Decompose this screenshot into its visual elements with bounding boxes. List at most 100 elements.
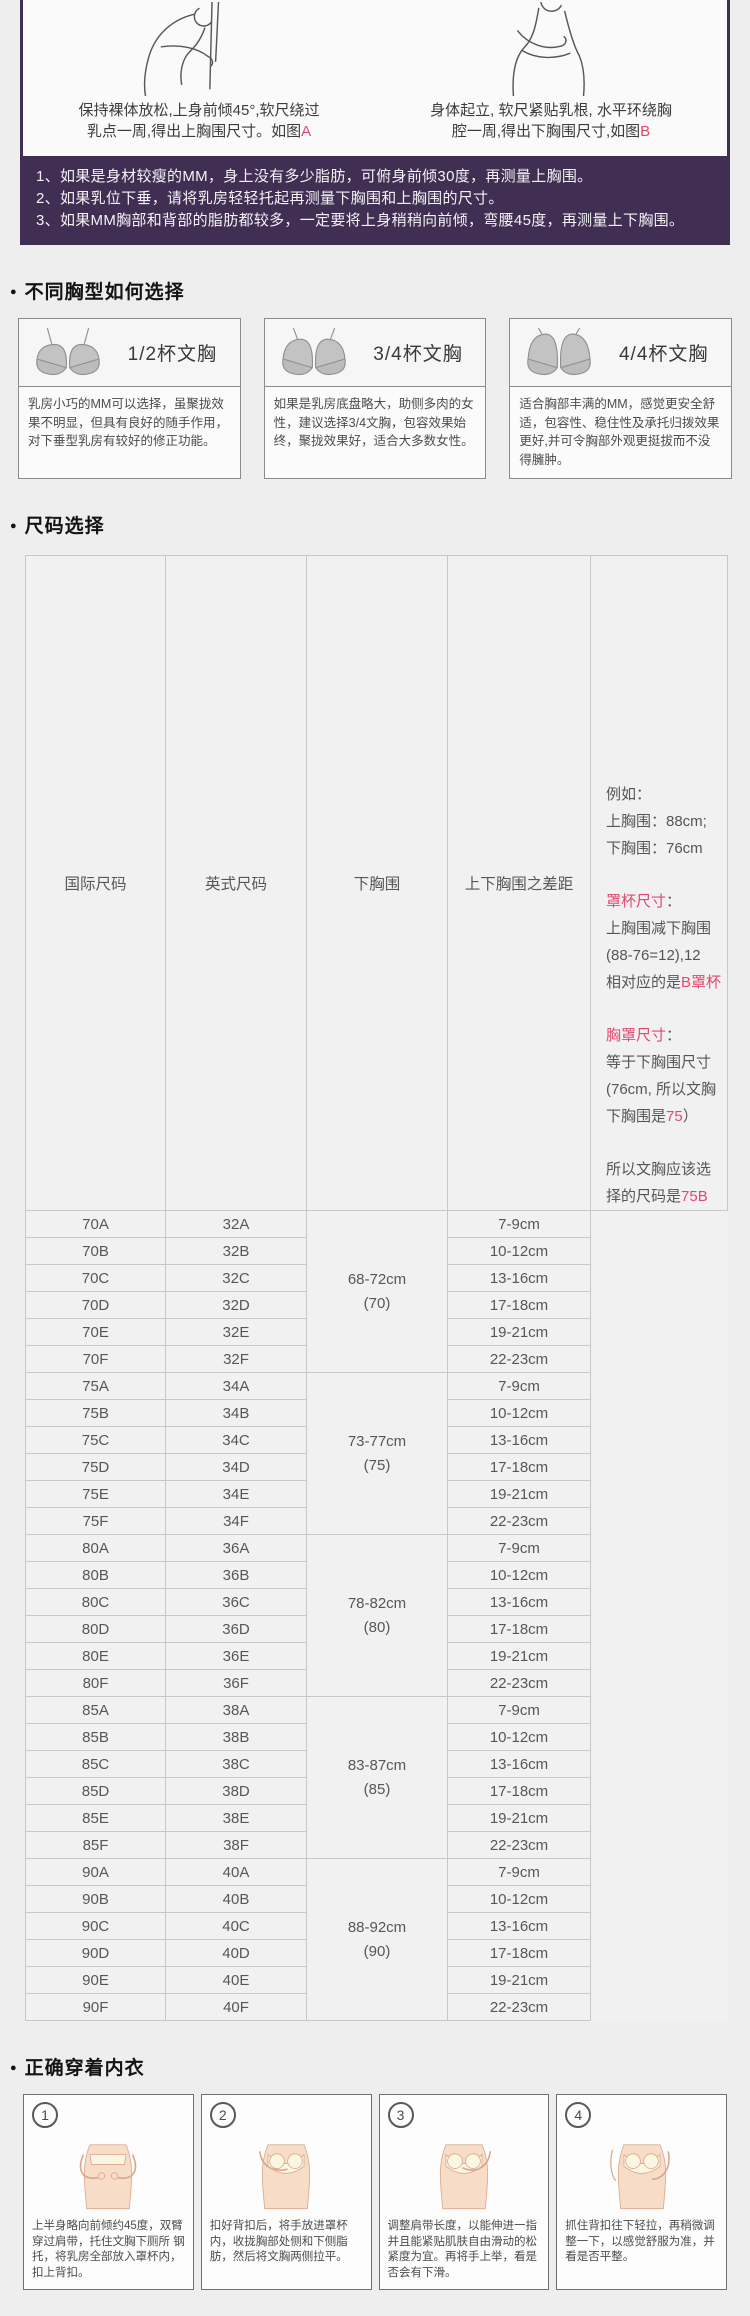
uk-size-cell: 32E — [165, 1318, 307, 1346]
wear-step1-figure — [80, 2144, 137, 2210]
intl-size-cell: 90D — [25, 1939, 166, 1967]
bust-diff-cell: 17-18cm — [447, 1939, 591, 1967]
intl-size-cell: 80F — [25, 1669, 166, 1697]
bust-diff-cell: 7-9cm — [447, 1858, 591, 1886]
size-table-row: 85B 38B 10-12cm — [25, 1723, 728, 1751]
cup-card-label: 1/2杯文胸 — [127, 344, 218, 365]
bust-diff-cell: 17-18cm — [447, 1291, 591, 1319]
uk-size-cell: 36C — [165, 1588, 307, 1616]
intl-size-cell: 90A — [25, 1858, 166, 1886]
uk-size-cell: 38C — [165, 1750, 307, 1778]
note-line: 上胸围：88cm; — [606, 813, 707, 830]
measure-caption-a: 保持裸体放松,上身前倾45°,软尺绕过 乳点一周,得出上胸围尺寸。如图A — [78, 102, 320, 140]
size-table-row: 80B 36B 10-12cm — [25, 1561, 728, 1589]
measure-under-bust-figure — [512, 2, 585, 96]
cup-card-description: 如果是乳房底盘略大，助侧多肉的女性，建议选择3/4文胸，包容效果始终，聚拢效果好… — [273, 397, 474, 448]
step-caption: 扣好背扣后，将手放进罩杯内，收拢胸部处侧和下侧脂肪，然后将文胸两侧拉平。 — [209, 2220, 348, 2263]
bust-diff-cell: 10-12cm — [447, 1723, 591, 1751]
cup-card-label: 3/4杯文胸 — [373, 344, 463, 365]
notice-line: 3、如果MM胸部和背部的脂肪都较多，一定要将上身稍稍向前倾，弯腰45度，再测量上… — [36, 212, 685, 229]
intl-size-cell: 80A — [25, 1534, 166, 1562]
step-number-badge: 3 — [387, 2102, 414, 2128]
size-table-row: 75C 34C 13-16cm — [25, 1426, 728, 1454]
uk-size-cell: 34D — [165, 1453, 307, 1481]
note-line: 胸罩尺寸： — [606, 1027, 682, 1044]
size-example-note: 例如： 上胸围：88cm; 下胸围：76cm 罩杯尺寸： 上胸围减下胸围 (88-76=1… — [590, 555, 728, 1211]
figure-ref-a: A — [301, 123, 312, 140]
size-table-row: 70E 32E 19-21cm — [25, 1318, 728, 1346]
cup-card-2: 3/4杯文胸如果是乳房底盘略大，助侧多肉的女性，建议选择3/4文胸，包容效果始终… — [263, 318, 487, 479]
note-line: 择的尺码是75B — [606, 1188, 708, 1205]
note-line: 等于下胸围尺寸 — [606, 1054, 712, 1071]
size-table-row: 70A 32A 68-72cm (70) 7-9cm — [25, 1210, 728, 1373]
uk-size-cell: 40F — [165, 1993, 307, 2021]
uk-size-cell: 40A — [165, 1858, 307, 1886]
bust-diff-cell: 19-21cm — [447, 1966, 591, 1994]
step-illustration — [565, 2130, 718, 2212]
bust-diff-cell: 13-16cm — [447, 1588, 591, 1616]
step-number-badge: 1 — [32, 2102, 58, 2128]
wear-step-3: 3 调整肩带长度，以能伸进一指并且能紧贴肌肤自由滑动的松紧度为宜。再将手上举，看是… — [378, 2094, 550, 2290]
intl-size-cell: 80D — [25, 1615, 166, 1643]
step-caption: 调整肩带长度，以能伸进一指并且能紧贴肌肤自由滑动的松紧度为宜。再将手上举，看是否… — [387, 2220, 538, 2279]
intl-size-cell: 70C — [25, 1264, 166, 1292]
uk-size-cell: 32B — [165, 1237, 307, 1265]
measuring-instructions-card: 保持裸体放松,上身前倾45°,软尺绕过 乳点一周,得出上胸围尺寸。如图A 身体起立,… — [20, 0, 730, 156]
intl-size-cell: 75E — [25, 1480, 166, 1508]
uk-size-cell: 34A — [165, 1372, 307, 1400]
table-header-cell: 上下胸围之差距 — [447, 555, 591, 1211]
cup-card-description: 乳房小巧的MM可以选择，虽聚拢效果不明显，但具有良好的随手作用，对下垂型乳房有较… — [28, 397, 229, 448]
measure-upper-bust-figure — [143, 2, 220, 96]
table-header-cell: 国际尺码 — [25, 555, 166, 1211]
bullet-icon: ● — [10, 286, 18, 298]
intl-size-cell: 70B — [25, 1237, 166, 1265]
uk-size-cell: 40B — [165, 1885, 307, 1913]
bust-diff-cell: 19-21cm — [447, 1804, 591, 1832]
measure-caption-b: 身体起立, 软尺紧贴乳根, 水平环绕胸 腔一周,得出下胸围尺寸,如图B — [430, 102, 672, 140]
uk-size-cell: 36D — [165, 1615, 307, 1643]
intl-size-cell: 85A — [25, 1696, 166, 1724]
intl-size-cell: 75B — [25, 1399, 166, 1427]
note-line: 相对应的是B罩杯 — [606, 974, 722, 991]
intl-size-cell: 85B — [25, 1723, 166, 1751]
step-number-badge: 2 — [209, 2102, 236, 2128]
intl-size-cell: 80E — [25, 1642, 166, 1670]
full-cup-bra-icon — [527, 327, 592, 375]
section-title-wearing: ● 正确穿着内衣 — [10, 2053, 740, 2080]
size-table-row: 75F 34F 22-23cm — [25, 1507, 728, 1535]
bust-diff-cell: 7-9cm — [447, 1210, 591, 1238]
bust-diff-cell: 13-16cm — [447, 1750, 591, 1778]
bust-diff-cell: 22-23cm — [447, 1993, 591, 2021]
underbust-band-cell: 73-77cm (75) — [306, 1372, 448, 1535]
cup-types-title: 不同胸型如何选择 — [24, 282, 185, 303]
uk-size-cell: 32A — [165, 1210, 307, 1238]
size-table-row: 80F 36F 22-23cm — [25, 1669, 728, 1697]
step-caption: 上半身略向前倾约45度，双臂穿过肩带，托住文胸下厕所 钢托，将乳房全部放入罩杯内… — [32, 2220, 185, 2279]
table-header-cell: 下胸围 — [306, 555, 448, 1211]
measure-figure-a: 保持裸体放松,上身前倾45°,软尺绕过 乳点一周,得出上胸围尺寸。如图A — [23, 2, 375, 156]
bust-diff-cell: 13-16cm — [447, 1426, 591, 1454]
size-chart-table: 国际尺码 英式尺码 下胸围 上下胸围之差距 例如： 上胸围：88cm; 下胸围：76cm 罩杯… — [25, 555, 728, 2021]
cup-card-1: 1/2杯文胸乳房小巧的MM可以选择，虽聚拢效果不明显，但具有良好的随手作用，对下… — [18, 318, 241, 479]
uk-size-cell: 32C — [165, 1264, 307, 1292]
bust-diff-cell: 17-18cm — [447, 1615, 591, 1643]
wear-step2-figure — [259, 2144, 311, 2210]
uk-size-cell: 38F — [165, 1831, 307, 1859]
uk-size-cell: 34F — [165, 1507, 307, 1535]
notice-line: 1、如果是身材较瘦的MM，身上没有多少脂肪，可俯身前倾30度，再测量上胸围。 — [36, 168, 593, 185]
intl-size-cell: 70D — [25, 1291, 166, 1319]
uk-size-cell: 38E — [165, 1804, 307, 1832]
bust-diff-cell: 10-12cm — [447, 1885, 591, 1913]
note-line: 罩杯尺寸： — [606, 893, 682, 910]
step-illustration — [32, 2130, 185, 2212]
figure-ref-b: B — [640, 123, 651, 140]
section-title-size-select: ● 尺码选择 — [10, 511, 740, 538]
bullet-icon: ● — [10, 520, 18, 532]
intl-size-cell: 75A — [25, 1372, 166, 1400]
uk-size-cell: 36A — [165, 1534, 307, 1562]
note-line: (76cm, 所以文胸 — [606, 1081, 717, 1098]
cup-card-3: 4/4杯文胸 适合胸部丰满的MM，感觉更安全舒适，包容性、稳住性及承托归拨效果更好… — [509, 318, 733, 479]
underbust-band-cell: 88-92cm (90) — [306, 1858, 448, 2021]
uk-size-cell: 40D — [165, 1939, 307, 1967]
bust-diff-cell: 22-23cm — [447, 1507, 591, 1535]
